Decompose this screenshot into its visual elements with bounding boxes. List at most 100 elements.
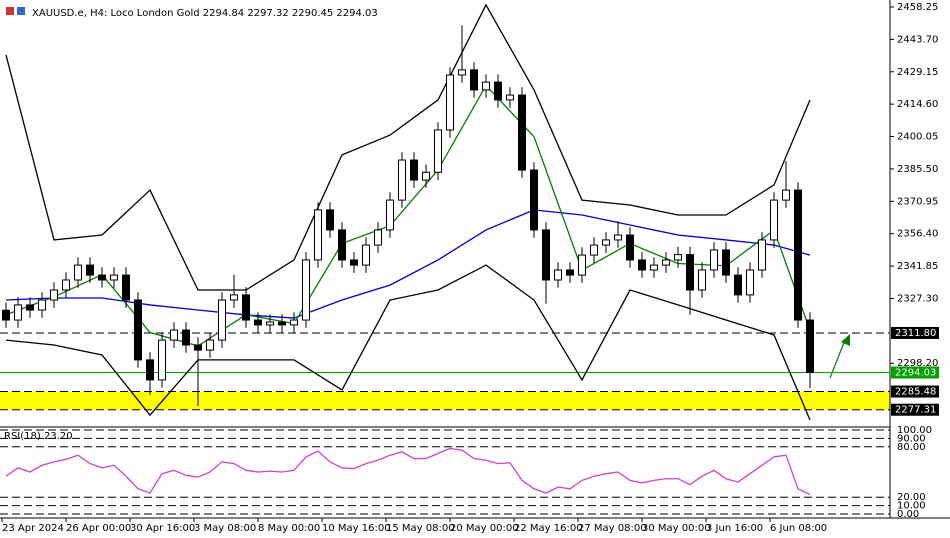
candle-body <box>662 259 670 266</box>
x-tick-label: 27 May 08:00 <box>578 523 647 534</box>
level-box <box>891 403 939 416</box>
candle-body <box>26 304 34 311</box>
candle-body <box>230 294 238 301</box>
candle-body <box>38 299 46 311</box>
level-label: 2311.80 <box>895 328 936 339</box>
candle-body <box>98 274 106 281</box>
candle-body <box>218 299 226 341</box>
candle-body <box>650 264 658 271</box>
candle-body <box>638 259 646 271</box>
candle-body <box>386 199 394 231</box>
y-tick-label: 2356.40 <box>897 229 938 240</box>
level-label: 2277.31 <box>895 405 936 416</box>
forecast-arrow-head <box>841 334 850 346</box>
candle-body <box>122 274 130 301</box>
candle-body <box>86 264 94 276</box>
y-tick-label: 2414.60 <box>897 99 938 110</box>
x-tick-label: 15 May 08:00 <box>386 523 455 534</box>
level-box <box>891 326 939 339</box>
x-tick-label: 3 Jun 16:00 <box>706 523 763 534</box>
candle-body <box>410 159 418 181</box>
candle-body <box>446 74 454 131</box>
current-label: 2294.03 <box>895 368 936 379</box>
candle-body <box>530 169 538 231</box>
x-tick-label: 20 May 00:00 <box>450 523 519 534</box>
rsi-line <box>5 447 811 496</box>
y-tick-label: 2298.20 <box>897 358 938 369</box>
candle-body <box>146 359 154 381</box>
forecast-arrow <box>829 339 846 379</box>
candle-body <box>278 321 286 326</box>
icon <box>6 7 14 15</box>
x-tick-label: 23 Apr 2024 <box>2 523 64 534</box>
candle-body <box>758 239 766 271</box>
x-tick-label: 22 May 16:00 <box>514 523 583 534</box>
candle-body <box>734 274 742 296</box>
candle-body <box>506 94 514 101</box>
candle-body <box>2 309 10 321</box>
candle-body <box>194 344 202 351</box>
candle-body <box>302 259 310 321</box>
candle-body <box>14 304 22 321</box>
candle-body <box>782 189 790 201</box>
candle-body <box>710 249 718 271</box>
candle-body <box>806 319 814 374</box>
y-tick-label: 2385.50 <box>897 164 938 175</box>
candle-body <box>326 209 334 231</box>
x-tick-label: 30 May 00:00 <box>642 523 711 534</box>
candle-body <box>134 299 142 361</box>
candle-body <box>794 189 802 321</box>
rsi-title: RSI(18) 23.20 <box>4 431 73 442</box>
y-tick-label: 2458.25 <box>897 2 938 13</box>
candle-body <box>674 254 682 261</box>
chart-title: XAUUSD.e, H4: Loco London Gold 2294.84 2… <box>32 8 378 19</box>
rsi-tick-label: 100.00 <box>897 425 932 436</box>
x-tick-label: 26 Apr 00:00 <box>66 523 131 534</box>
candle-body <box>266 321 274 326</box>
candle-body <box>578 254 586 276</box>
candle-body <box>434 129 442 173</box>
x-tick-label: 30 Apr 16:00 <box>130 523 195 534</box>
rsi-tick-label: 80.00 <box>897 442 926 453</box>
candle-body <box>686 254 694 291</box>
candle-body <box>542 229 550 281</box>
candle-body <box>362 244 370 266</box>
y-tick-label: 2370.95 <box>897 196 938 207</box>
candle-body <box>254 319 262 326</box>
candle-body <box>290 319 298 326</box>
candle-body <box>374 229 382 246</box>
candle-body <box>494 81 502 101</box>
rsi-tick-label: 20.00 <box>897 492 926 503</box>
candle-body <box>110 274 118 281</box>
x-tick-label: 3 May 08:00 <box>194 523 256 534</box>
candle-body <box>518 94 526 171</box>
candle-body <box>566 269 574 276</box>
y-tick-label: 2341.85 <box>897 261 938 272</box>
candle-body <box>242 294 250 321</box>
rsi-tick-label: 10.00 <box>897 501 926 512</box>
rsi-tick-label: 90.00 <box>897 433 926 444</box>
icon <box>17 7 25 15</box>
candle-body <box>698 269 706 291</box>
zone-layer <box>0 391 890 410</box>
candle-body <box>482 81 490 91</box>
candle-body <box>590 244 598 256</box>
candle-body <box>554 269 562 281</box>
candle-body <box>170 329 178 341</box>
candle-body <box>770 199 778 241</box>
candle-body <box>350 259 358 266</box>
candle-body <box>50 289 58 301</box>
level-box <box>891 385 939 398</box>
y-tick-label: 2443.70 <box>897 34 938 45</box>
y-tick-label: 2400.05 <box>897 132 938 143</box>
candle-body <box>422 171 430 181</box>
candle-body <box>158 339 166 381</box>
candle-body <box>74 264 82 281</box>
candle-body <box>206 339 214 351</box>
rsi-tick-label: 0.00 <box>897 509 919 520</box>
x-tick-label: 8 May 00:00 <box>258 523 320 534</box>
y-tick-label: 2429.15 <box>897 67 938 78</box>
candle-body <box>398 159 406 201</box>
candle-body <box>746 269 754 296</box>
